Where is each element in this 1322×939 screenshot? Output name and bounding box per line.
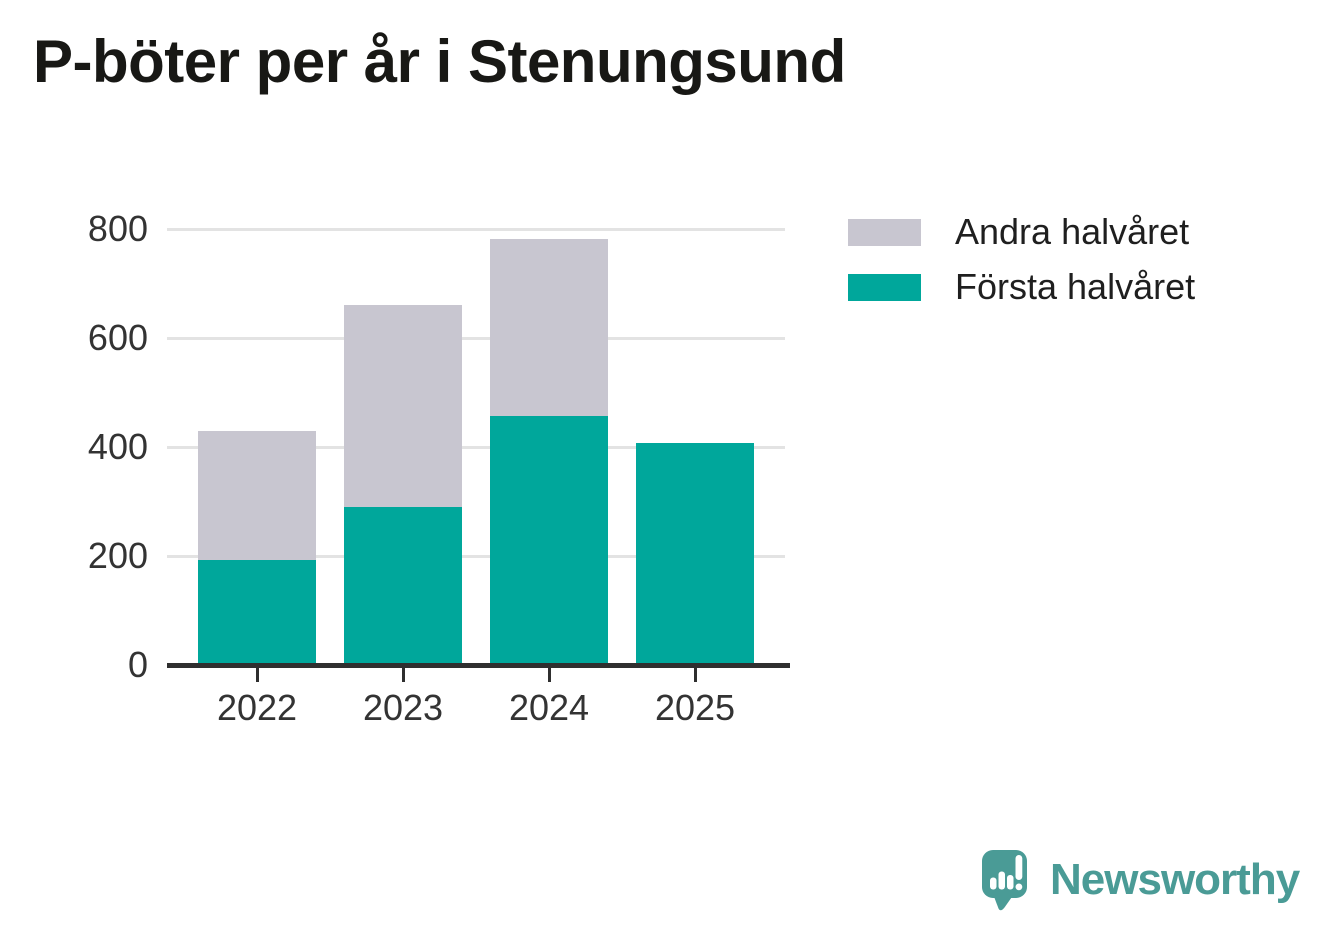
legend-swatch-icon [848,219,921,246]
x-axis-tick-label: 2025 [654,687,736,728]
bar-segment-2025-första-halvåret [636,443,754,665]
y-axis-tick-label: 400 [87,426,148,467]
legend-swatch-icon [848,274,921,301]
y-axis-tick-label: 800 [87,208,148,249]
x-axis-tick [547,667,551,682]
x-axis-tick-label: 2022 [216,687,298,728]
brand-name: Newsworthy [1050,855,1300,904]
x-axis-tick [693,667,697,682]
gridline-600 [167,336,785,340]
y-axis-tick-label: 200 [87,535,148,576]
gridline-800 [167,227,785,231]
legend-label: Första halvåret [955,266,1196,307]
bar-segment-2024-första-halvåret [490,415,608,665]
chart-title: P-böter per år i Stenungsund [33,28,846,95]
bar-segment-2022-första-halvåret [198,560,316,665]
x-axis-tick [255,667,259,682]
y-axis-tick-label: 0 [127,644,148,685]
x-axis-tick-label: 2024 [508,687,590,728]
x-axis-tick-label: 2023 [362,687,444,728]
legend-label: Andra halvåret [955,211,1190,252]
brand-logo: Newsworthy [982,850,1302,925]
bar-segment-2022-andra-halvåret [198,431,316,561]
x-axis-tick [401,667,405,682]
bar-segment-2023-första-halvåret [344,506,462,665]
y-axis-tick-label: 600 [87,317,148,358]
gridline-400 [167,445,785,449]
newsworthy-logo-icon [982,850,1027,911]
gridline-200 [167,554,785,558]
bar-segment-2023-andra-halvåret [344,304,462,507]
x-axis-line [167,662,790,668]
bar-segment-2024-andra-halvåret [490,239,608,416]
